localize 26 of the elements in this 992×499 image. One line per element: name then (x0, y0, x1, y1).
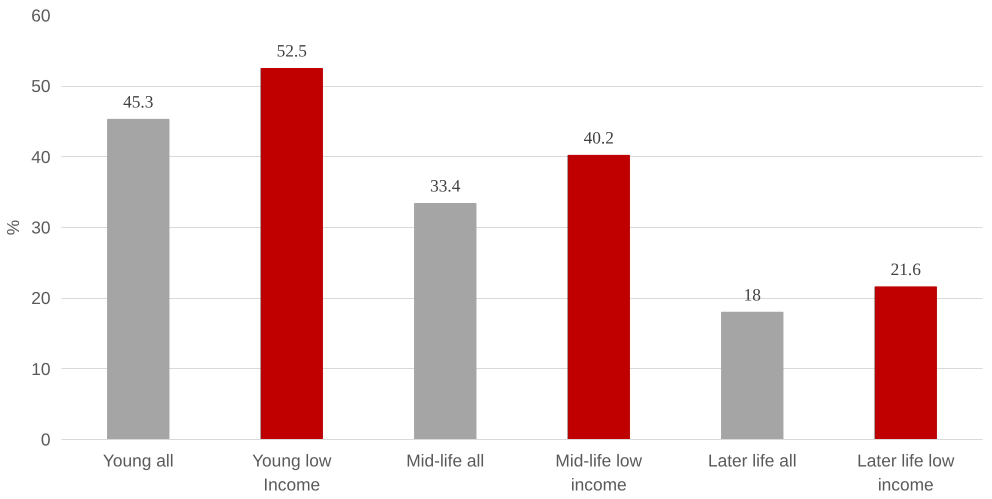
y-tick-label: 30 (31, 218, 51, 238)
y-axis-title: % (3, 220, 24, 236)
data-label: 52.5 (276, 42, 307, 60)
x-tick-label: Young all (102, 450, 174, 470)
bar (107, 118, 170, 440)
y-tick-label: 60 (31, 6, 51, 26)
y-tick-label: 10 (31, 358, 51, 379)
y-tick-label: 40 (31, 146, 51, 167)
y-tick-label: 0 (40, 430, 51, 450)
data-label: 18 (744, 285, 761, 304)
data-label: 40.2 (584, 128, 614, 148)
y-tick-label: 20 (31, 288, 51, 308)
data-label: 45.3 (123, 92, 154, 112)
bar (568, 154, 630, 440)
x-tick-label: Later life all (708, 450, 797, 470)
data-label: 33.4 (430, 176, 461, 196)
bar (414, 202, 476, 440)
x-tick-label: Mid-life low income (555, 450, 643, 494)
bar (721, 312, 784, 440)
bar (874, 286, 937, 440)
x-tick-label: Mid-life all (406, 450, 484, 470)
x-tick-label: Later life low income (857, 450, 955, 494)
y-tick-label: 50 (31, 76, 51, 96)
data-label: 21.6 (890, 260, 922, 279)
x-tick-label: Young low Income (252, 450, 332, 494)
bar (260, 68, 323, 440)
